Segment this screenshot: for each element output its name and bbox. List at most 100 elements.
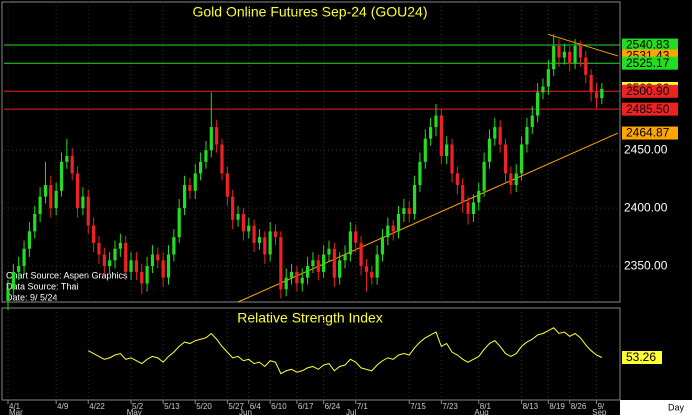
candle-body	[519, 144, 524, 174]
x-tick-label: 7/15	[410, 402, 426, 411]
month-label: May	[127, 408, 142, 415]
month-label: Jul	[346, 408, 356, 415]
rsi-line	[88, 327, 603, 375]
candle-body	[391, 225, 395, 232]
candle-body	[589, 74, 593, 93]
candle-body	[6, 289, 10, 301]
candle-body	[322, 254, 326, 272]
level-label: 2464.87	[626, 126, 670, 140]
candle-body	[38, 196, 42, 214]
candle-body	[487, 138, 492, 162]
candle-body	[145, 266, 149, 284]
candle-body	[279, 237, 283, 290]
x-tick-label: 8/19	[549, 402, 565, 411]
candle-body	[204, 150, 208, 162]
candle-body	[445, 144, 449, 157]
candle-body	[241, 213, 245, 232]
candle-body	[97, 242, 101, 255]
candle-body	[305, 266, 310, 278]
candle-body	[455, 173, 459, 186]
note: Chart Source: Aspen Graphics	[6, 270, 128, 280]
candle-body	[541, 86, 545, 93]
candle-body	[166, 254, 171, 278]
y-tick-label: 2350.00	[624, 258, 668, 272]
candle-body	[247, 225, 251, 232]
candle-body	[150, 254, 155, 267]
candle-body	[354, 231, 358, 243]
x-tick-label: 9/	[597, 402, 604, 411]
candle-body	[161, 260, 165, 278]
candle-body	[273, 231, 278, 238]
x-tick-label: 4/9	[57, 402, 69, 411]
candle-body	[124, 242, 128, 272]
month-label: Jun	[239, 408, 252, 415]
y-tick-label: 2450.00	[624, 142, 668, 156]
candle-body	[562, 51, 566, 58]
candle-body	[220, 144, 224, 174]
candle-body	[396, 213, 401, 232]
level-box	[622, 84, 678, 98]
candle-body	[182, 185, 187, 209]
level-label: 2540.83	[626, 38, 670, 52]
candle-body	[493, 127, 497, 139]
candle-body	[86, 196, 90, 226]
month-label: Sep	[592, 408, 607, 415]
candle-body	[231, 196, 235, 220]
chart-title: Gold Online Futures Sep-24 (GOU24)	[193, 4, 428, 20]
candle-body	[22, 248, 26, 267]
candle-body	[332, 248, 336, 278]
y-tick-label: 2400.00	[624, 200, 668, 214]
candle-body	[546, 69, 550, 87]
x-tick-label: 7/1	[357, 402, 369, 411]
candle-body	[113, 248, 117, 261]
candle-body	[252, 225, 256, 243]
candle-body	[536, 92, 540, 116]
candle-body	[140, 271, 144, 284]
candle-body	[59, 161, 64, 191]
month-label: Aug	[474, 408, 488, 415]
level-box	[622, 126, 678, 140]
candle-body	[338, 260, 342, 278]
note: Data Source: Thai	[6, 281, 78, 291]
x-tick-label: 5/13	[164, 402, 180, 411]
candle-body	[70, 156, 74, 174]
candle-body	[54, 190, 58, 209]
candle-body	[17, 266, 21, 272]
rsi-panel	[1, 307, 621, 401]
candle-body	[530, 115, 534, 128]
x-tick-label: 7/23	[442, 402, 458, 411]
level-box	[622, 38, 678, 52]
candle-body	[573, 46, 577, 64]
candle-body	[92, 225, 96, 243]
candle-body	[429, 127, 433, 139]
candle-body	[434, 115, 438, 128]
candle-body	[514, 173, 518, 186]
candle-body	[134, 260, 139, 272]
note: Date: 9/ 5/24	[6, 292, 58, 302]
candle-body	[33, 213, 37, 232]
candle-body	[471, 202, 476, 214]
price-panel	[1, 1, 621, 303]
x-tick-label: 5/2	[132, 402, 144, 411]
candle-body	[198, 161, 203, 174]
candle-body	[263, 237, 267, 255]
x-tick-label: 6/24	[325, 402, 341, 411]
candle-body	[402, 208, 406, 214]
candle-body	[557, 46, 561, 58]
candle-body	[172, 237, 176, 255]
candle-body	[215, 127, 219, 145]
candle-body	[225, 173, 229, 197]
candle-body	[359, 242, 363, 267]
candle-body	[118, 242, 122, 249]
candle-body	[188, 185, 192, 191]
candle-body	[552, 46, 556, 70]
candle-body	[327, 248, 331, 255]
x-tick-label: 4/1	[9, 402, 21, 411]
month-label: Mar	[9, 408, 23, 415]
candle-body	[11, 271, 15, 290]
candle-body	[418, 161, 422, 186]
candle-body	[289, 271, 294, 278]
candle-body	[503, 144, 508, 174]
candle-body	[311, 260, 315, 267]
